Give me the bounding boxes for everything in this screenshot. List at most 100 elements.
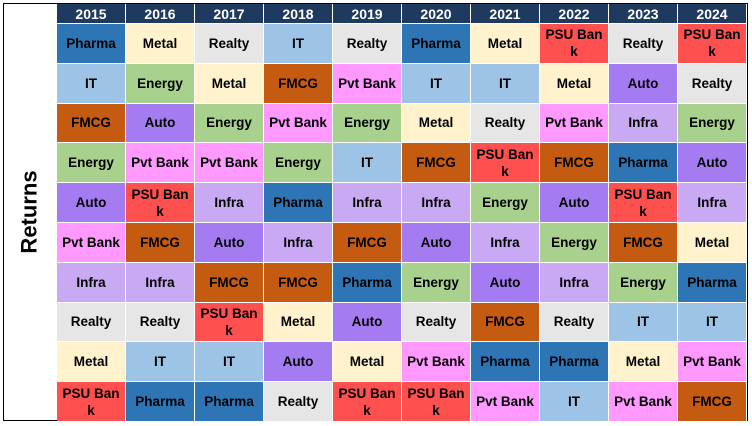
sector-cell: Auto	[471, 262, 540, 303]
sector-cell: IT	[57, 63, 126, 104]
sector-cell: Metal	[678, 222, 747, 263]
sector-cell: Energy	[333, 103, 402, 144]
sector-cell: Energy	[609, 262, 678, 303]
sector-cell: IT	[195, 342, 264, 383]
sector-cell: PSU Bank	[678, 24, 747, 64]
sector-cell: Metal	[126, 24, 195, 64]
y-axis-label: Returns	[17, 170, 42, 254]
sector-cell: Pharma	[609, 143, 678, 184]
sector-cell: Auto	[678, 143, 747, 184]
sector-cell: IT	[264, 24, 333, 64]
sector-cell: Pharma	[195, 382, 264, 422]
sector-cell: Metal	[195, 63, 264, 104]
sector-cell: Infra	[609, 103, 678, 144]
sector-cell: Pharma	[333, 262, 402, 303]
sector-cell: Energy	[195, 103, 264, 144]
sector-cell: Metal	[609, 342, 678, 383]
sector-cell: Realty	[57, 302, 126, 343]
sector-cell: PSU Bank	[126, 183, 195, 223]
sector-cell: Realty	[540, 302, 609, 343]
sector-cell: PSU Bank	[609, 183, 678, 223]
year-header: 2017	[195, 4, 264, 24]
sector-cell: Infra	[471, 222, 540, 263]
sector-cell: Metal	[471, 24, 540, 64]
sector-cell: Pvt Bank	[402, 342, 471, 383]
year-header: 2020	[402, 4, 471, 24]
sector-cell: IT	[540, 382, 609, 422]
sector-cell: Energy	[540, 222, 609, 263]
sector-cell: PSU Bank	[333, 382, 402, 422]
year-header: 2018	[264, 4, 333, 24]
year-header: 2024	[678, 4, 747, 24]
year-header: 2015	[57, 4, 126, 24]
sector-cell: Pvt Bank	[333, 63, 402, 104]
sector-cell: FMCG	[333, 222, 402, 263]
sector-cell: FMCG	[264, 262, 333, 303]
sector-cell: Auto	[402, 222, 471, 263]
sector-cell: Metal	[540, 63, 609, 104]
sector-cell: Pvt Bank	[678, 342, 747, 383]
sector-cell: Realty	[333, 24, 402, 64]
sector-cell: Auto	[195, 222, 264, 263]
sector-cell: Pharma	[264, 183, 333, 223]
sector-cell: Auto	[540, 183, 609, 223]
sector-cell: Energy	[678, 103, 747, 144]
sector-cell: Pvt Bank	[57, 222, 126, 263]
sector-cell: FMCG	[540, 143, 609, 184]
sector-cell: Pharma	[402, 24, 471, 64]
year-header: 2019	[333, 4, 402, 24]
sector-cell: Realty	[678, 63, 747, 104]
sector-cell: IT	[333, 143, 402, 184]
sector-cell: Energy	[402, 262, 471, 303]
sector-cell: Pvt Bank	[609, 382, 678, 422]
sector-cell: Pvt Bank	[126, 143, 195, 184]
sector-cell: IT	[126, 342, 195, 383]
sector-cell: Energy	[126, 63, 195, 104]
sector-cell: Metal	[402, 103, 471, 144]
sector-cell: Pvt Bank	[195, 143, 264, 184]
sector-cell: Infra	[402, 183, 471, 223]
sector-cell: Energy	[57, 143, 126, 184]
sector-cell: Infra	[57, 262, 126, 303]
sector-cell: Energy	[264, 143, 333, 184]
sector-cell: Realty	[471, 103, 540, 144]
sector-cell: PSU Bank	[402, 382, 471, 422]
sector-cell: Pvt Bank	[540, 103, 609, 144]
year-header: 2023	[609, 4, 678, 24]
sector-cell: Realty	[609, 24, 678, 64]
sector-cell: Pharma	[471, 342, 540, 383]
sector-cell: FMCG	[471, 302, 540, 343]
sector-cell: Infra	[540, 262, 609, 303]
sector-cell: Auto	[333, 302, 402, 343]
sector-cell: Infra	[678, 183, 747, 223]
sector-cell: FMCG	[678, 382, 747, 422]
sector-cell: Auto	[609, 63, 678, 104]
sector-cell: IT	[402, 63, 471, 104]
sector-cell: IT	[609, 302, 678, 343]
sector-cell: Infra	[195, 183, 264, 223]
sector-cell: Auto	[126, 103, 195, 144]
sector-cell: Realty	[126, 302, 195, 343]
sector-cell: Pharma	[540, 342, 609, 383]
sector-cell: IT	[471, 63, 540, 104]
sector-cell: PSU Bank	[195, 302, 264, 343]
sector-cell: Infra	[333, 183, 402, 223]
sector-cell: FMCG	[609, 222, 678, 263]
sector-cell: Auto	[57, 183, 126, 223]
sector-cell: Realty	[264, 382, 333, 422]
sector-cell: Infra	[264, 222, 333, 263]
year-header: 2016	[126, 4, 195, 24]
sector-cell: PSU Bank	[57, 382, 126, 422]
sector-cell: Auto	[264, 342, 333, 383]
sector-cell: Pvt Bank	[264, 103, 333, 144]
sector-cell: Pharma	[678, 262, 747, 303]
sector-cell: PSU Bank	[471, 143, 540, 184]
sector-cell: PSU Bank	[540, 24, 609, 64]
sector-cell: FMCG	[195, 262, 264, 303]
y-axis-label-container: Returns	[3, 3, 57, 421]
sector-cell: IT	[678, 302, 747, 343]
sector-cell: Metal	[264, 302, 333, 343]
sector-cell: Pharma	[126, 382, 195, 422]
sector-cell: FMCG	[264, 63, 333, 104]
sector-cell: FMCG	[402, 143, 471, 184]
